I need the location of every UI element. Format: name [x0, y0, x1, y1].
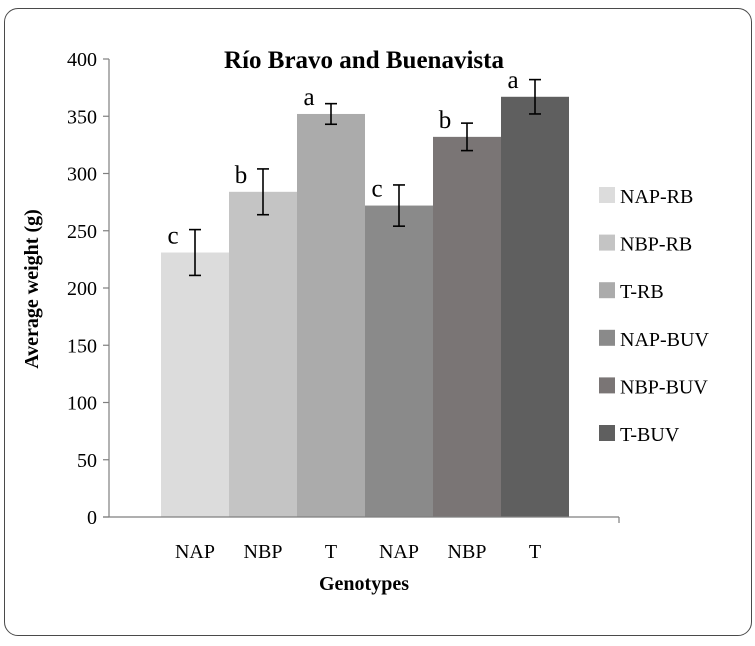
axes-layer: NAP NBP T NAP NBP T 0 50 100 150 200 250 300 350 400 — [67, 49, 620, 563]
y-tick-label-50: 50 — [77, 450, 97, 472]
y-tick-label-150: 150 — [67, 335, 97, 357]
bars-layer: c b a c b a — [161, 67, 569, 518]
significance-letter-t-rb: a — [303, 84, 314, 111]
error-bar-t-rb — [325, 102, 337, 126]
x-tick-label-nap-rb: NAP — [175, 541, 215, 563]
error-bar-nbp-buv — [461, 122, 473, 152]
significance-letter-nbp-buv: b — [439, 107, 452, 134]
bar-nbp-buv — [433, 136, 501, 518]
bar-t-buv — [501, 96, 569, 517]
significance-letter-t-buv: a — [507, 67, 518, 94]
significance-letter-nap-buv: c — [371, 176, 382, 203]
y-tick-label-100: 100 — [67, 393, 97, 415]
legend-swatch-nap-buv — [599, 329, 615, 346]
y-tick-label-0: 0 — [87, 507, 97, 529]
error-bar-nap-rb — [189, 228, 201, 277]
bar-nap-buv — [365, 205, 433, 517]
significance-letter-nap-rb: c — [167, 223, 178, 250]
y-tick-label-350: 350 — [67, 106, 97, 128]
chart-title: Río Bravo and Buenavista — [224, 47, 504, 74]
y-tick-label-400: 400 — [67, 49, 97, 71]
bar-t-rb — [297, 113, 365, 518]
legend-label-t-rb: T-RB — [620, 281, 664, 303]
significance-letter-nbp-rb: b — [235, 162, 248, 189]
legend-label-nbp-buv: NBP-BUV — [620, 376, 708, 398]
legend-swatch-t-rb — [599, 282, 615, 299]
x-axis-label: Genotypes — [319, 573, 409, 595]
error-bar-nbp-rb — [257, 168, 269, 216]
legend-swatch-nbp-buv — [599, 377, 615, 394]
legend: NAP-RB NBP-RB T-RB NAP-BUV NBP-BUV T-BUV — [599, 186, 709, 446]
legend-swatch-t-buv — [599, 425, 615, 441]
x-tick-label-nbp-rb: NBP — [244, 541, 283, 563]
error-bar-t-buv — [529, 78, 541, 115]
error-bar-nap-buv — [393, 184, 405, 227]
legend-label-nbp-rb: NBP-RB — [620, 234, 692, 256]
legend-swatch-nbp-rb — [599, 234, 615, 251]
y-tick-label-250: 250 — [67, 221, 97, 243]
y-tick-label-300: 300 — [67, 164, 97, 186]
x-tick-label-t-buv: T — [529, 541, 541, 563]
legend-label-nap-rb: NAP-RB — [620, 186, 693, 208]
x-tick-label-nap-buv: NAP — [379, 541, 419, 563]
x-tick-label-nbp-buv: NBP — [448, 541, 487, 563]
legend-swatch-nap-rb — [599, 187, 615, 203]
y-axis-label: Average weight (g) — [21, 209, 43, 369]
y-tick-label-200: 200 — [67, 278, 97, 300]
legend-label-nap-buv: NAP-BUV — [620, 329, 709, 351]
bar-nbp-rb — [229, 191, 297, 517]
bar-nap-rb — [161, 252, 229, 517]
legend-label-t-buv: T-BUV — [620, 424, 680, 446]
x-tick-label-t-rb: T — [325, 541, 337, 563]
